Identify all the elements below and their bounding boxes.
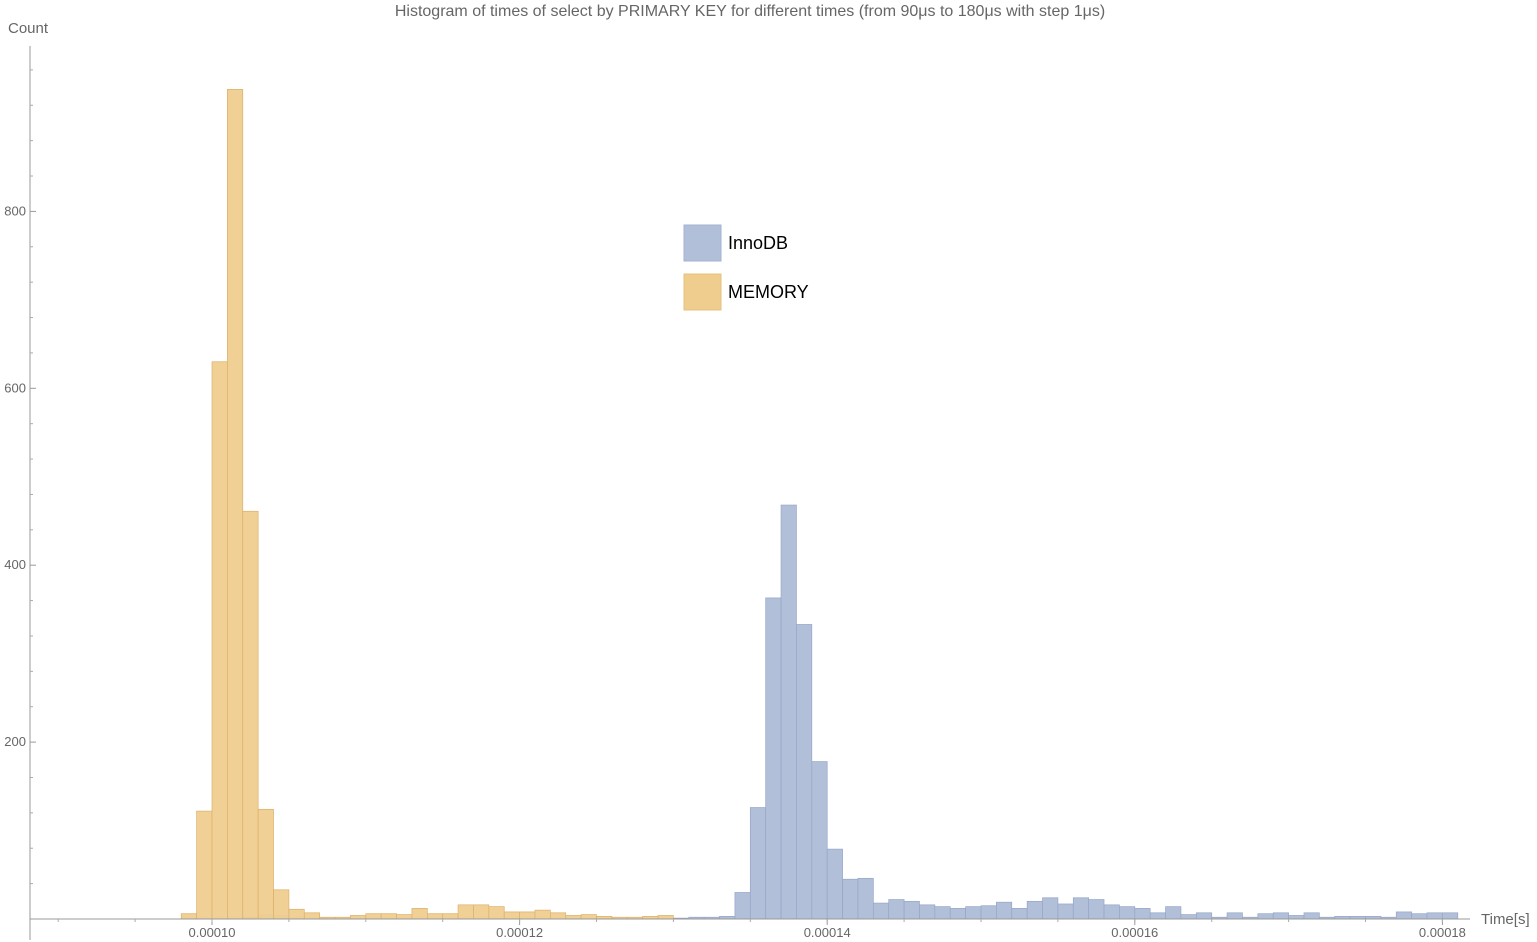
bar-innodb-61 — [1149, 912, 1166, 920]
bar-innodb-55 — [1057, 903, 1074, 920]
bar-innodb-66 — [1226, 912, 1243, 920]
bar-memory-11 — [350, 915, 367, 920]
bar-memory-0 — [180, 913, 197, 920]
bar-memory-6 — [273, 889, 290, 920]
bar-innodb-43 — [872, 902, 890, 920]
x-tick-label-3: 0.00016 — [1111, 925, 1158, 940]
bar-innodb-35 — [749, 807, 767, 920]
bar-innodb-64 — [1195, 912, 1213, 920]
bar-memory-15 — [411, 908, 428, 920]
y-tick-label-0: 200 — [4, 734, 26, 749]
bar-memory-4 — [242, 510, 259, 920]
bar-innodb-38 — [796, 624, 813, 920]
bar-innodb-47 — [934, 906, 951, 920]
legend-swatch-memory — [683, 273, 722, 311]
bar-memory-2 — [211, 361, 228, 920]
series-innodb-bars — [242, 504, 1459, 920]
bar-memory-3 — [227, 88, 244, 920]
bar-memory-31 — [657, 915, 674, 920]
bar-innodb-59 — [1119, 906, 1136, 920]
bar-memory-5 — [257, 808, 274, 920]
series-memory-bars — [180, 88, 674, 920]
bar-memory-7 — [288, 908, 305, 920]
bar-innodb-52 — [1011, 908, 1028, 920]
x-tick-label-0: 0.00010 — [189, 925, 236, 940]
bar-memory-20 — [488, 906, 505, 920]
bar-memory-14 — [396, 914, 413, 920]
y-tick-label-1: 400 — [4, 557, 26, 572]
bar-innodb-34 — [734, 892, 751, 920]
bar-innodb-40 — [826, 848, 843, 920]
x-tick-label-4: 0.00018 — [1419, 925, 1466, 940]
bar-innodb-53 — [1026, 900, 1043, 920]
bar-innodb-70 — [1288, 915, 1305, 920]
y-tick-label-3: 800 — [4, 203, 26, 218]
bar-memory-18 — [457, 904, 474, 920]
legend-label-memory: MEMORY — [728, 282, 809, 302]
bar-memory-26 — [580, 914, 597, 920]
bar-innodb-48 — [949, 908, 966, 920]
bar-innodb-80 — [1442, 912, 1459, 920]
bar-memory-19 — [473, 904, 490, 920]
bar-memory-23 — [534, 909, 551, 920]
bar-innodb-68 — [1257, 913, 1274, 920]
bar-memory-17 — [442, 913, 459, 920]
bar-innodb-51 — [996, 901, 1013, 920]
bar-memory-13 — [380, 913, 397, 920]
bar-memory-8 — [303, 912, 321, 920]
bar-innodb-46 — [919, 904, 936, 920]
x-tick-label-2: 0.00014 — [804, 925, 851, 940]
bar-innodb-54 — [1042, 897, 1059, 920]
bar-innodb-45 — [903, 900, 920, 920]
bar-innodb-79 — [1426, 912, 1443, 920]
chart-title: Histogram of times of select by PRIMARY … — [395, 3, 1105, 20]
legend-label-innodb: InnoDB — [728, 233, 788, 253]
bar-innodb-71 — [1303, 912, 1320, 920]
bar-innodb-58 — [1103, 904, 1120, 920]
bar-innodb-62 — [1165, 906, 1182, 920]
legend-swatch-innodb — [683, 224, 722, 262]
x-tick-label-1: 0.00012 — [496, 925, 543, 940]
bar-memory-12 — [365, 913, 382, 920]
bar-innodb-63 — [1180, 914, 1197, 920]
bar-innodb-37 — [780, 504, 797, 920]
x-ticks: 0.00010 0.00012 0.00014 0.00016 0.00018 — [57, 919, 1466, 940]
bar-innodb-44 — [888, 899, 905, 920]
bar-memory-1 — [196, 810, 213, 920]
bar-innodb-49 — [965, 906, 982, 920]
x-axis-label: Time[s] — [1481, 911, 1530, 928]
bar-innodb-50 — [980, 905, 997, 920]
bar-innodb-42 — [857, 877, 874, 920]
bar-innodb-78 — [1411, 913, 1428, 920]
y-ticks: 200 400 600 800 — [4, 69, 36, 885]
bar-innodb-57 — [1088, 899, 1105, 920]
bar-memory-21 — [503, 911, 520, 920]
bar-innodb-39 — [811, 761, 828, 920]
legend: InnoDB MEMORY — [683, 224, 809, 311]
bar-innodb-60 — [1134, 908, 1151, 920]
bar-memory-16 — [426, 913, 444, 920]
bar-memory-25 — [565, 915, 582, 920]
bar-innodb-56 — [1072, 897, 1090, 920]
bar-innodb-77 — [1395, 911, 1412, 920]
y-axis-label: Count — [8, 20, 49, 37]
bar-innodb-36 — [765, 597, 782, 920]
bar-memory-22 — [519, 911, 536, 920]
y-tick-label-2: 600 — [4, 380, 26, 395]
bar-innodb-69 — [1272, 912, 1289, 920]
bar-innodb-41 — [842, 878, 859, 920]
bar-memory-24 — [550, 912, 567, 920]
